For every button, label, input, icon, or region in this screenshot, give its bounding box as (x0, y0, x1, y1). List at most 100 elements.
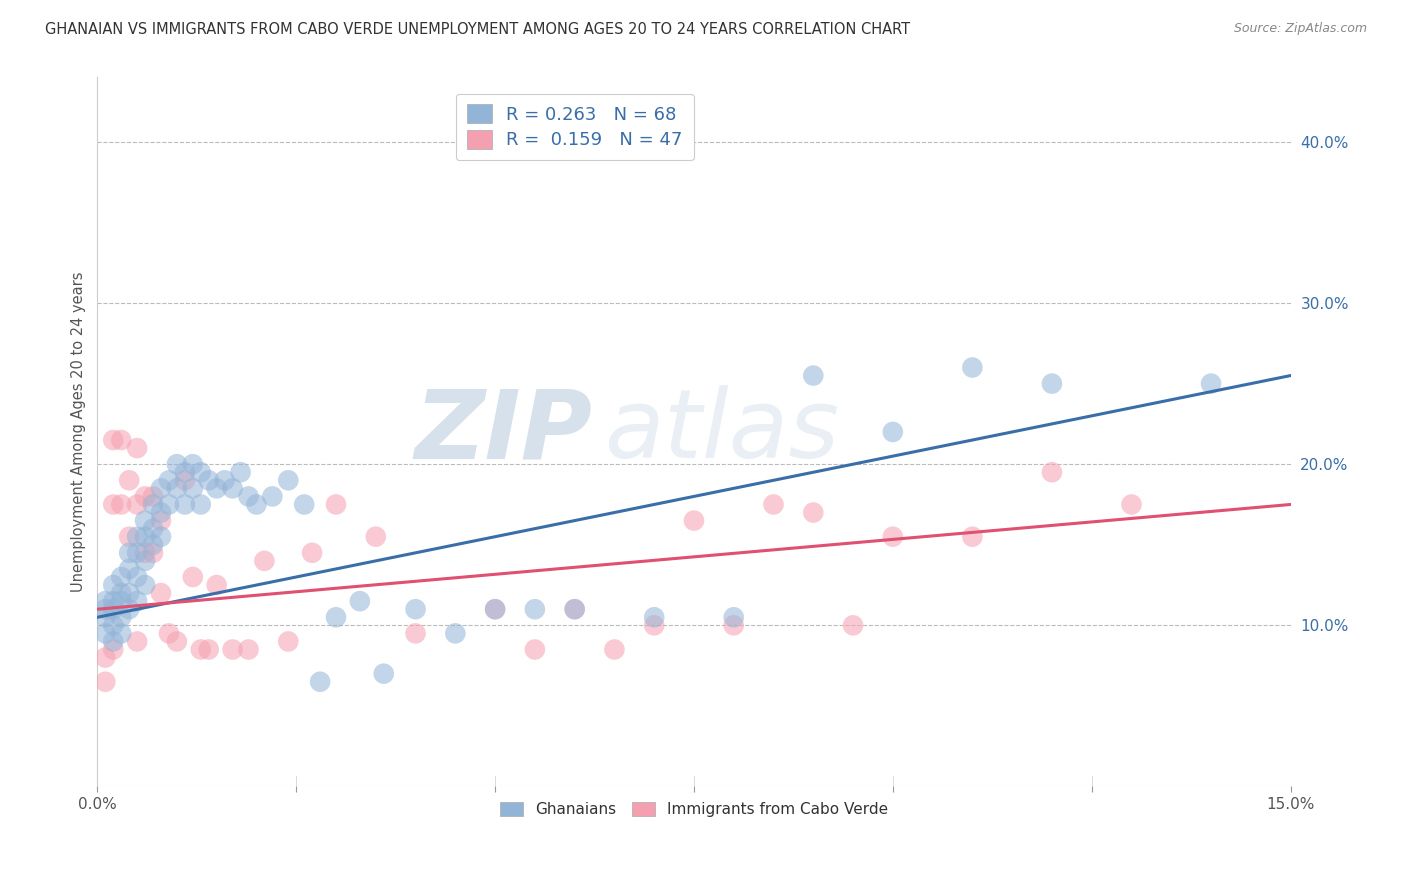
Point (134, 514, 156, 528)
Point (103, 578, 125, 592)
Point (277, 473, 299, 487)
Point (197, 473, 219, 487)
Point (1121, 498, 1143, 512)
Point (564, 602, 586, 616)
Point (103, 618, 125, 632)
Point (150, 530, 173, 544)
Point (142, 546, 165, 560)
Point (205, 481, 228, 495)
Point (94, 594, 117, 608)
Point (118, 586, 141, 600)
Point (643, 610, 665, 624)
Legend: Ghanaians, Immigrants from Cabo Verde: Ghanaians, Immigrants from Cabo Verde (492, 794, 896, 825)
Point (1040, 376, 1063, 391)
Point (292, 498, 315, 512)
Point (103, 498, 125, 512)
Point (134, 490, 156, 504)
Point (221, 642, 243, 657)
Point (364, 530, 387, 544)
Point (103, 602, 125, 616)
Point (157, 626, 180, 640)
Point (127, 594, 149, 608)
Point (118, 530, 141, 544)
Point (444, 626, 467, 640)
Point (110, 433, 132, 447)
Point (127, 498, 149, 512)
Point (1040, 465, 1063, 479)
Point (325, 498, 347, 512)
Point (238, 490, 260, 504)
Point (683, 514, 706, 528)
Point (405, 602, 427, 616)
Point (643, 618, 665, 632)
Text: ZIP: ZIP (415, 385, 592, 478)
Point (277, 634, 299, 648)
Point (882, 425, 904, 439)
Point (842, 618, 865, 632)
Y-axis label: Unemployment Among Ages 20 to 24 years: Unemployment Among Ages 20 to 24 years (72, 272, 86, 592)
Point (150, 514, 173, 528)
Point (523, 602, 546, 616)
Point (110, 610, 132, 624)
Point (94, 602, 117, 616)
Point (142, 498, 165, 512)
Point (262, 490, 284, 504)
Point (94, 610, 117, 624)
Point (94, 626, 117, 640)
Point (229, 465, 252, 479)
Point (962, 360, 984, 375)
Point (110, 626, 132, 640)
Point (723, 610, 745, 624)
Point (110, 594, 132, 608)
Point (405, 626, 427, 640)
Point (157, 498, 180, 512)
Point (197, 642, 219, 657)
Point (103, 642, 125, 657)
Point (181, 570, 204, 584)
Point (221, 481, 243, 495)
Point (110, 498, 132, 512)
Point (801, 368, 824, 383)
Point (127, 634, 149, 648)
Point (127, 441, 149, 455)
Point (157, 473, 180, 487)
Point (373, 666, 395, 681)
Text: GHANAIAN VS IMMIGRANTS FROM CABO VERDE UNEMPLOYMENT AMONG AGES 20 TO 24 YEARS CO: GHANAIAN VS IMMIGRANTS FROM CABO VERDE U… (45, 22, 910, 37)
Point (238, 642, 260, 657)
Point (349, 594, 371, 608)
Point (127, 546, 149, 560)
Point (166, 481, 188, 495)
Point (801, 506, 824, 520)
Point (214, 473, 236, 487)
Point (253, 554, 276, 568)
Point (134, 578, 156, 592)
Point (127, 530, 149, 544)
Point (142, 490, 165, 504)
Point (723, 618, 745, 632)
Point (142, 522, 165, 536)
Point (190, 465, 212, 479)
Point (523, 642, 546, 657)
Point (603, 642, 626, 657)
Point (173, 498, 195, 512)
Point (134, 530, 156, 544)
Point (962, 530, 984, 544)
Point (762, 498, 785, 512)
Point (150, 506, 173, 520)
Point (309, 674, 332, 689)
Point (882, 530, 904, 544)
Point (173, 473, 195, 487)
Point (103, 433, 125, 447)
Point (205, 578, 228, 592)
Point (134, 554, 156, 568)
Point (301, 546, 323, 560)
Point (94, 650, 117, 665)
Point (118, 473, 141, 487)
Point (127, 570, 149, 584)
Point (166, 457, 188, 471)
Point (150, 586, 173, 600)
Point (564, 602, 586, 616)
Point (190, 498, 212, 512)
Point (103, 634, 125, 648)
Point (150, 481, 173, 495)
